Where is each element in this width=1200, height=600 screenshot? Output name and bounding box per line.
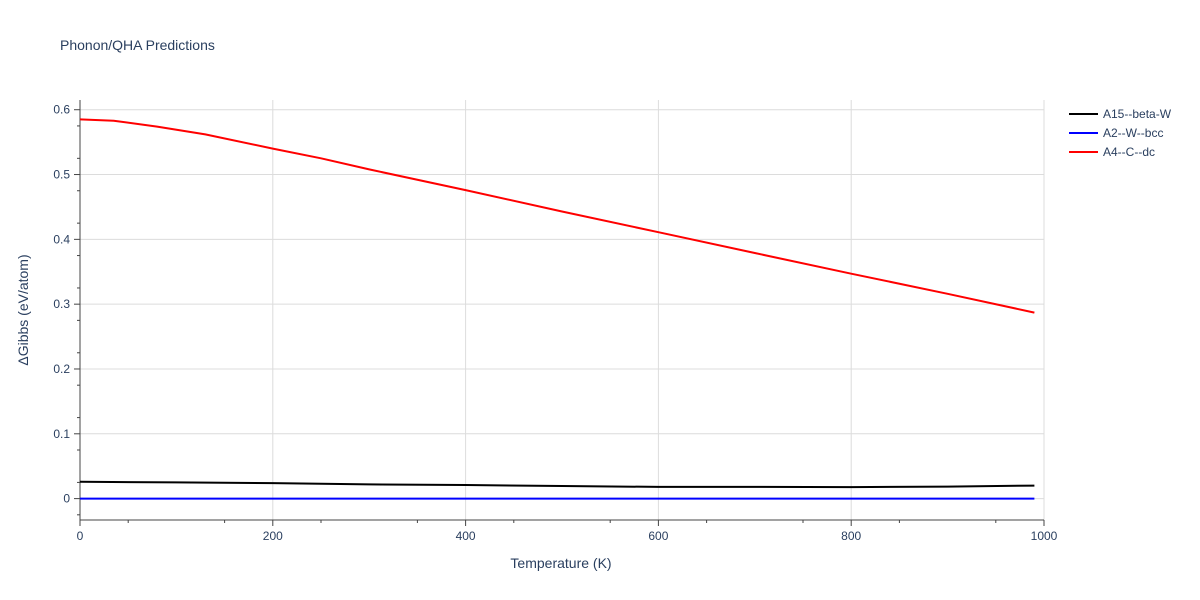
y-tick-label: 0.1: [53, 427, 70, 441]
x-tick-label: 0: [77, 529, 84, 543]
x-tick-label: 800: [841, 529, 861, 543]
y-tick-label: 0: [63, 492, 70, 506]
legend-label: A15--beta-W: [1103, 107, 1172, 121]
tick-labels: 0 200 400 600 800 1000 0 0.1 0.2 0.3 0.4 0.5 0.6: [53, 103, 1057, 543]
series-lines: [79, 118, 1035, 500]
y-tick-label: 0.4: [53, 232, 70, 246]
x-tick-label: 200: [263, 529, 283, 543]
y-tick-label: 0.5: [53, 168, 70, 182]
y-tick-label: 0.3: [53, 297, 70, 311]
y-tick-label: 0.2: [53, 362, 70, 376]
series-line: [79, 480, 1035, 489]
axes: [74, 100, 1045, 526]
x-tick-label: 400: [456, 529, 476, 543]
x-tick-label: 600: [648, 529, 668, 543]
x-tick-label: 1000: [1031, 529, 1058, 543]
series-line: [79, 118, 1035, 314]
y-axis-title: ΔGibbs (eV/atom): [15, 254, 31, 365]
y-tick-label: 0.6: [53, 103, 70, 117]
legend-label: A2--W--bcc: [1103, 126, 1163, 140]
chart-title: Phonon/QHA Predictions: [60, 37, 215, 53]
grid: [80, 100, 1045, 520]
legend: A15--beta-W A2--W--bcc A4--C--dc: [1069, 107, 1172, 159]
legend-label: A4--C--dc: [1103, 145, 1155, 159]
x-axis-title: Temperature (K): [510, 555, 611, 571]
